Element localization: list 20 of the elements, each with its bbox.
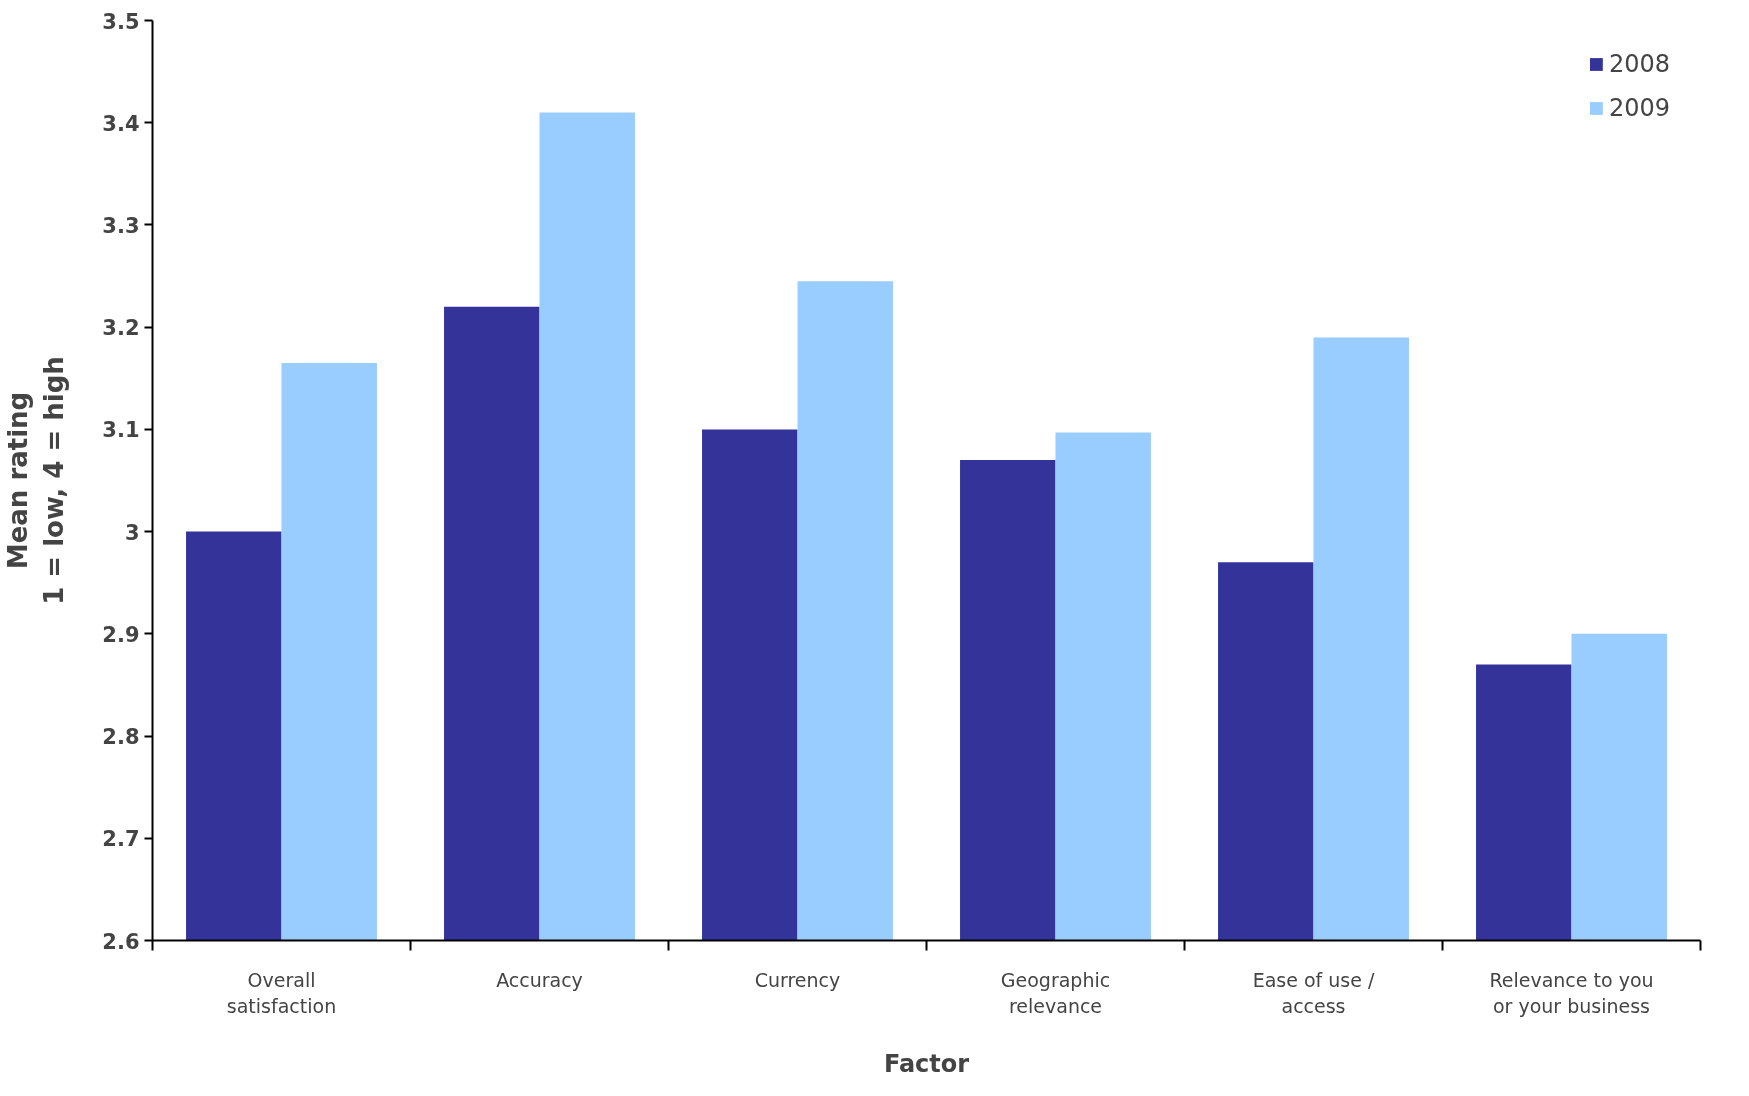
y-tick-label: 3.1 bbox=[102, 418, 140, 443]
legend-label: 2008 bbox=[1608, 50, 1670, 78]
x-tick-label: Geographic relevance bbox=[1000, 968, 1111, 1017]
y-tick-label: 3.5 bbox=[102, 9, 140, 34]
y-tick-label: 2.9 bbox=[102, 622, 140, 647]
y-tick-label: 3.4 bbox=[102, 111, 140, 136]
x-axis-title: Factor bbox=[883, 1049, 970, 1078]
y-tick-label: 3.2 bbox=[102, 316, 140, 341]
y-tick-label: 2.6 bbox=[102, 929, 140, 954]
legend-label: 2009 bbox=[1608, 94, 1670, 122]
x-tick-label: Overall satisfaction bbox=[226, 968, 337, 1017]
x-tick-label: Accuracy bbox=[496, 968, 583, 991]
x-tick-label: Currency bbox=[754, 968, 841, 991]
y-tick-label: 3.3 bbox=[102, 213, 140, 238]
x-tick-label: Relevance to you or your business bbox=[1489, 968, 1654, 1017]
y-axis-title: Mean rating 1 = low, 4 = high bbox=[3, 356, 70, 605]
x-tick-label: Ease of use / access bbox=[1252, 968, 1375, 1017]
y-tick-label: 2.8 bbox=[102, 725, 140, 750]
y-tick-label: 3 bbox=[124, 520, 140, 545]
y-tick-label: 2.7 bbox=[102, 827, 140, 852]
